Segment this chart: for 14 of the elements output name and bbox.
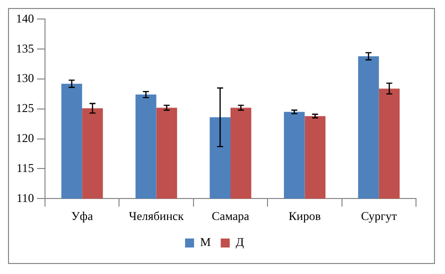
- y-tick-label: 125: [16, 101, 34, 116]
- y-tick-label: 140: [16, 11, 34, 26]
- legend-label: Д: [236, 235, 244, 250]
- x-tick-label: Челябинск: [128, 208, 184, 223]
- y-tick-label: 130: [16, 71, 34, 86]
- y-tick-label: 120: [16, 130, 34, 145]
- y-tick-label: 115: [16, 160, 34, 175]
- y-tick-label: 135: [16, 41, 34, 56]
- x-tick-label: Уфа: [71, 208, 94, 223]
- y-tick-label: 110: [16, 190, 34, 205]
- x-tick-label: Сургут: [360, 208, 398, 223]
- legend-label: М: [200, 235, 212, 250]
- x-tick-label: Самара: [212, 208, 250, 223]
- x-tick-label: Киров: [288, 208, 322, 223]
